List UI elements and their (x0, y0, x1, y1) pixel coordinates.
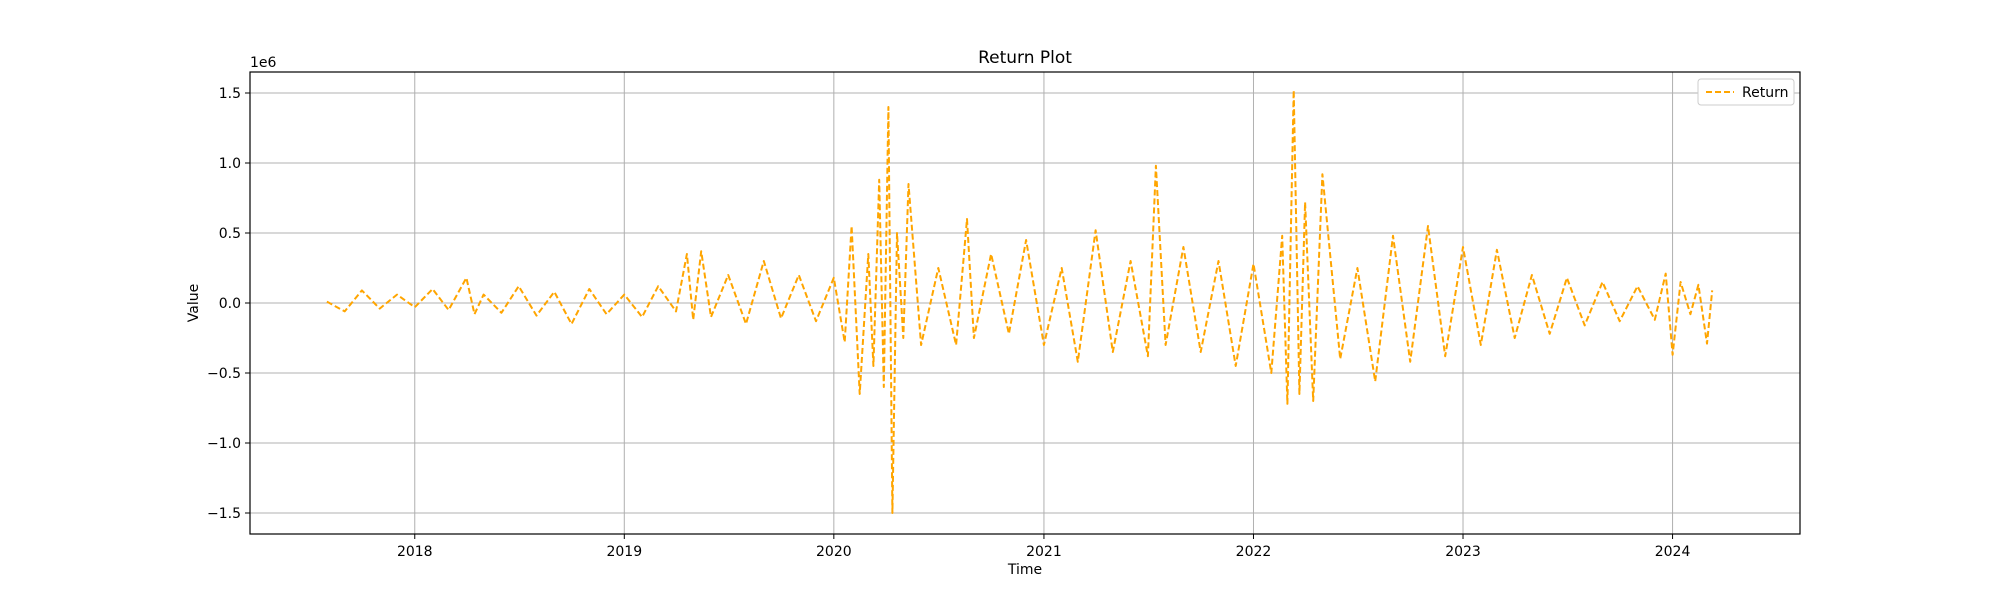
y-axis-title: Value (186, 284, 202, 322)
y-tick-label: 1.0 (219, 156, 241, 172)
y-tick-label: −0.5 (207, 366, 241, 382)
grid-lines (250, 72, 1800, 534)
y-tick-label: 0.5 (219, 226, 241, 242)
y-axis-scale-label: 1e6 (250, 55, 277, 71)
x-tick-label: 2021 (1026, 544, 1062, 560)
x-tick-label: 2019 (606, 544, 642, 560)
x-axis-ticks: 2018 2019 2020 2021 2022 2023 2024 (397, 534, 1691, 560)
y-tick-label: 1.5 (219, 86, 241, 102)
y-tick-label: −1.0 (207, 436, 241, 452)
legend-box (1697, 78, 1795, 106)
y-axis-ticks: −1.5 −1.0 −0.5 0.0 0.5 1.0 1.5 (207, 86, 250, 522)
x-tick-label: 2023 (1445, 544, 1481, 560)
x-axis-title: Time (1007, 562, 1042, 578)
legend: Return (1697, 78, 1795, 106)
chart-title: Return Plot (978, 48, 1072, 68)
x-tick-label: 2024 (1655, 544, 1691, 560)
x-tick-label: 2020 (816, 544, 852, 560)
series-layer (326, 89, 1714, 514)
y-tick-label: 0.0 (219, 296, 241, 312)
x-tick-label: 2018 (397, 544, 433, 560)
series-line-return (326, 89, 1714, 514)
y-tick-label: −1.5 (207, 506, 241, 522)
x-tick-label: 2022 (1236, 544, 1272, 560)
legend-label-return: Return (1742, 85, 1788, 101)
